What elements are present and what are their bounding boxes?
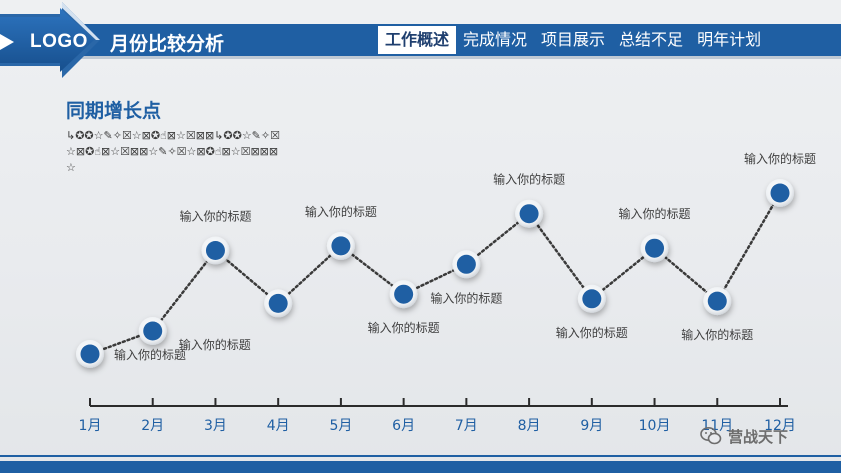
nav-item-shortcomings[interactable]: 总结不足	[619, 30, 684, 49]
nav-item-projects[interactable]: 项目展示	[541, 30, 606, 49]
point-label: 输入你的标题	[179, 209, 251, 224]
page-title: 月份比较分析	[110, 33, 225, 55]
top-nav: 工作概述 完成情况 项目展示 总结不足 明年计划	[378, 26, 768, 54]
point-label: 输入你的标题	[493, 172, 565, 187]
data-point-dot	[645, 238, 665, 258]
note-text: ↳✪✪☆✎✧☒☆⊠✪☝⊠☆☒⊠⊠↳✪✪☆✎✧☒☆⊠✪☝⊠☆☒⊠⊠☆✎✧☒☆⊠✪☝…	[66, 129, 280, 174]
x-tick-label: 9月	[580, 418, 603, 434]
data-point	[703, 287, 732, 316]
data-point-dot	[80, 344, 100, 364]
watermark: 营战天下	[700, 424, 788, 448]
point-label: 输入你的标题	[114, 347, 186, 362]
data-point-dot	[205, 241, 225, 260]
data-point-dot	[707, 291, 727, 311]
data-point	[766, 179, 794, 207]
data-point	[76, 340, 104, 368]
section-title: 同期增长点	[66, 100, 162, 122]
point-label: 输入你的标题	[681, 327, 753, 342]
x-tick-label: 6月	[392, 418, 415, 434]
data-point	[389, 280, 418, 309]
x-tick-label: 8月	[518, 418, 541, 434]
x-tick-label: 12月	[764, 418, 796, 434]
data-point-dot	[519, 204, 539, 224]
nav-item-overview[interactable]: 工作概述	[378, 26, 457, 54]
point-label: 输入你的标题	[179, 337, 251, 352]
x-tick-label: 7月	[455, 418, 478, 434]
data-point	[138, 317, 167, 345]
point-label: 输入你的标题	[744, 151, 816, 166]
data-point	[452, 250, 481, 279]
x-tick-label: 5月	[329, 418, 352, 434]
data-point-dot	[394, 284, 414, 304]
x-tick-label: 4月	[267, 418, 290, 434]
footer-bar	[0, 461, 841, 473]
logo-chevron-icon	[0, 34, 14, 50]
x-tick-label: 11月	[701, 418, 733, 434]
data-point-dot	[331, 236, 351, 256]
data-point	[640, 234, 669, 263]
point-label: 输入你的标题	[556, 325, 628, 340]
logo: LOGO	[30, 31, 88, 52]
x-tick-label: 3月	[204, 418, 227, 434]
data-point	[201, 236, 230, 265]
point-label: 输入你的标题	[305, 204, 377, 219]
data-point-dot	[456, 254, 476, 274]
x-tick-label: 1月	[79, 418, 102, 434]
nav-item-completion[interactable]: 完成情况	[463, 30, 528, 49]
wechat-icon	[700, 427, 722, 445]
footer-line	[0, 455, 841, 457]
point-label: 输入你的标题	[368, 320, 440, 335]
data-point	[264, 289, 293, 318]
x-tick-label: 10月	[639, 418, 671, 434]
data-point	[577, 284, 606, 313]
logo-badge	[0, 2, 100, 78]
data-point-dot	[268, 293, 288, 313]
data-point	[326, 231, 355, 260]
point-label: 输入你的标题	[619, 206, 691, 221]
point-label: 输入你的标题	[430, 290, 502, 305]
data-point-dot	[143, 321, 163, 341]
x-tick-label: 2月	[141, 418, 164, 434]
data-point-dot	[582, 289, 602, 309]
watermark-text: 营战天下	[728, 427, 789, 446]
nav-item-next-year-plan[interactable]: 明年计划	[697, 30, 762, 49]
data-point-dot	[770, 183, 790, 203]
data-point	[515, 199, 544, 228]
